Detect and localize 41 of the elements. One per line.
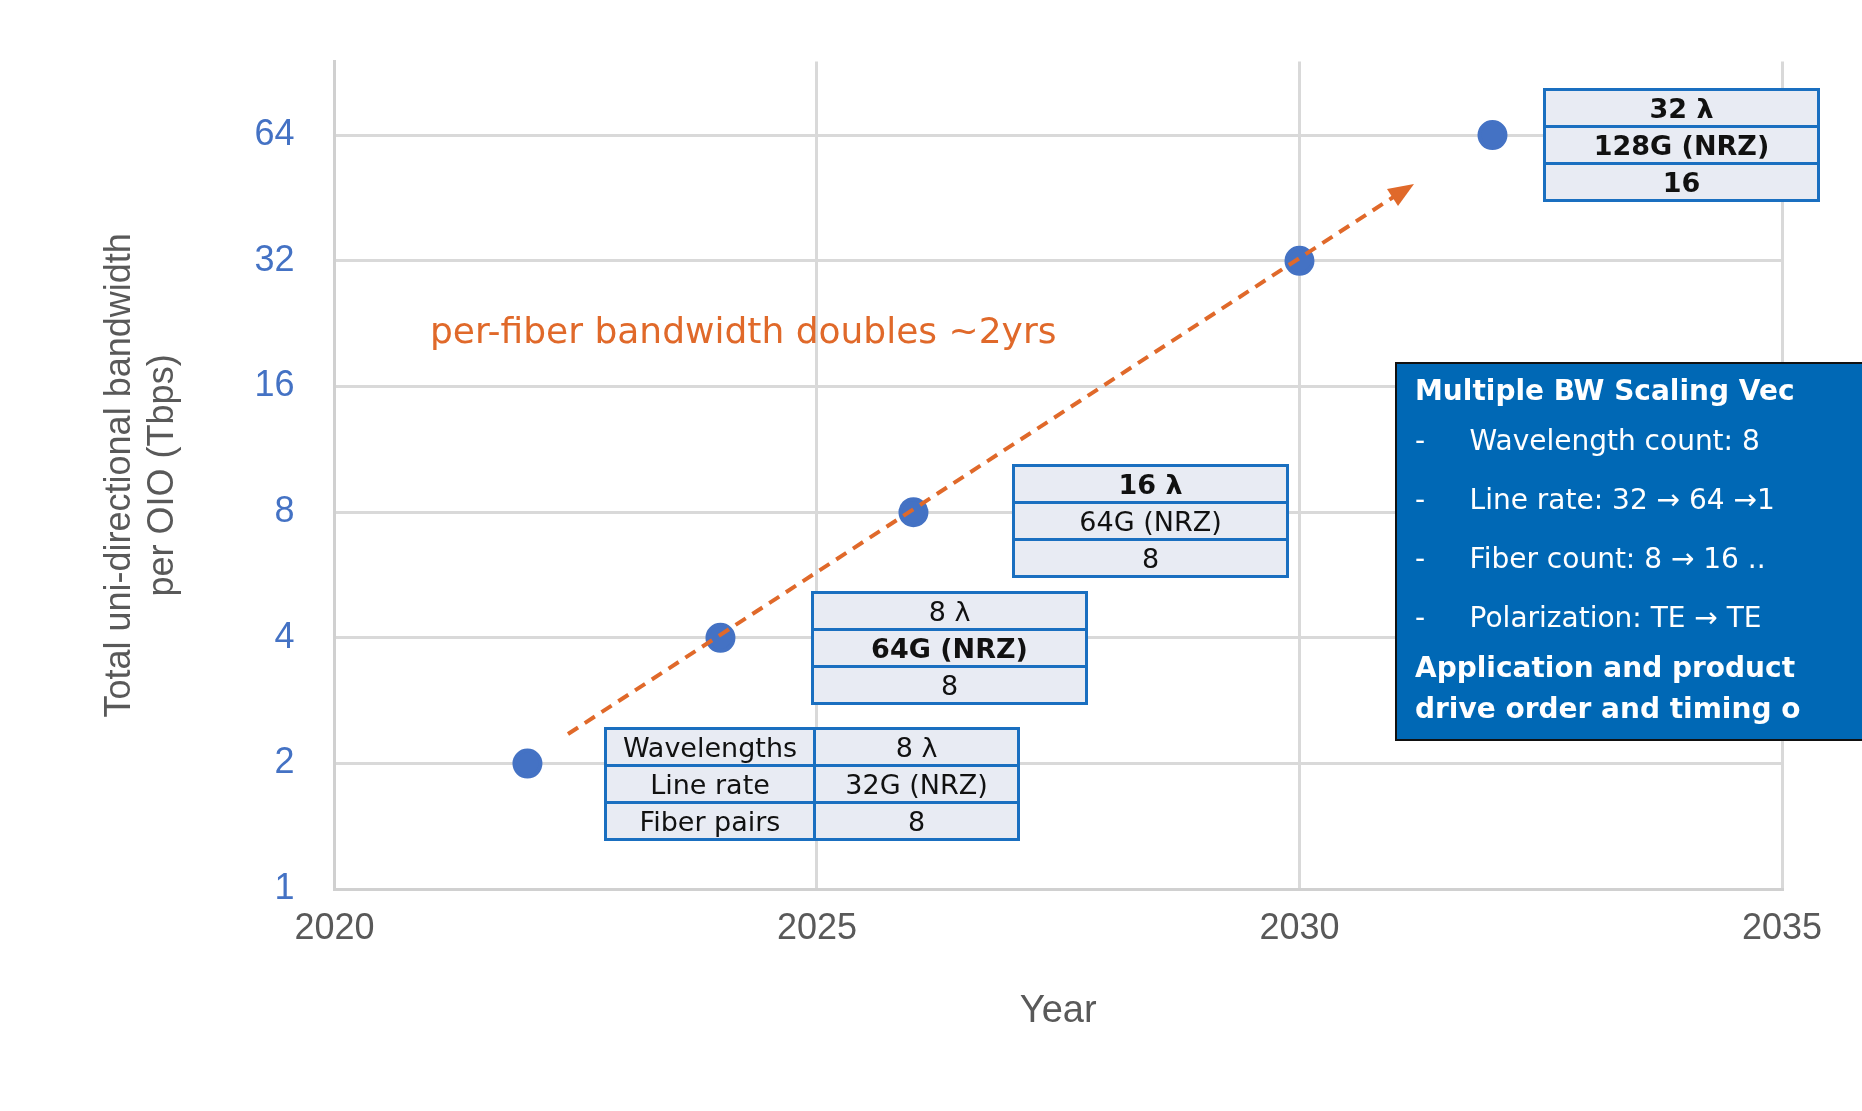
y-tick-label: 2 [274,740,295,782]
x-tick-label: 2020 [294,905,375,947]
point [1477,120,1508,151]
y-tick-label: 8 [274,489,295,531]
annotation: 32 λ [1544,89,1819,127]
y-axis-title: Total uni-directional bandwidth per OIO (Tbps) [96,233,181,718]
annotation: 8 [812,666,1087,704]
annotation: Fiber pairs [605,802,815,840]
annotation: 64G (NRZ) [812,629,1087,667]
annotation: 8 [814,802,1019,840]
point [512,748,543,779]
y-tick-label: 1 [274,866,295,908]
spec-table: 32 λ 128G (NRZ) 16 [1543,88,1820,202]
y-tick-label: 16 [254,363,295,405]
annotation: drive order and timing o [1415,691,1802,727]
annotation: - Line rate: 32 → 64 →1 [1415,482,1776,518]
annotation: - Wavelength count: 8 [1415,423,1761,459]
x-tick-label: 2030 [1259,905,1340,947]
annotation: 128G (NRZ) [1544,126,1819,164]
x-axis-title: Year [1019,987,1097,1030]
annotation: 32G (NRZ) [814,765,1019,803]
annotation: - Polarization: TE → TE [1415,600,1763,636]
spec-table: 8 λ 64G (NRZ) 8 [811,591,1088,705]
y-tick-label: 64 [254,112,295,154]
y-tick-label: 32 [254,237,295,279]
annotation: 8 λ [814,728,1019,766]
x-tick-label: 2035 [1741,905,1823,947]
annotation: 16 λ [1013,465,1288,503]
annotation: Application and product [1415,650,1796,686]
annotation: - Fiber count: 8 → 16 .. [1415,541,1767,577]
annotation: 8 λ [812,592,1087,630]
annotation: Line rate [605,765,815,803]
annotation: per-fiber bandwidth doubles ~2yrs [430,310,1057,351]
annotation: Wavelengths [605,728,815,766]
annotation: Multiple BW Scaling Vec [1415,373,1796,409]
y-tick-label: 4 [274,614,295,656]
x-tick-label: 2025 [776,905,858,947]
spec-table: 16 λ 64G (NRZ) 8 [1012,464,1289,578]
annotation: 64G (NRZ) [1013,502,1288,540]
annotation: 16 [1544,163,1819,201]
annotation: 8 [1013,539,1288,577]
